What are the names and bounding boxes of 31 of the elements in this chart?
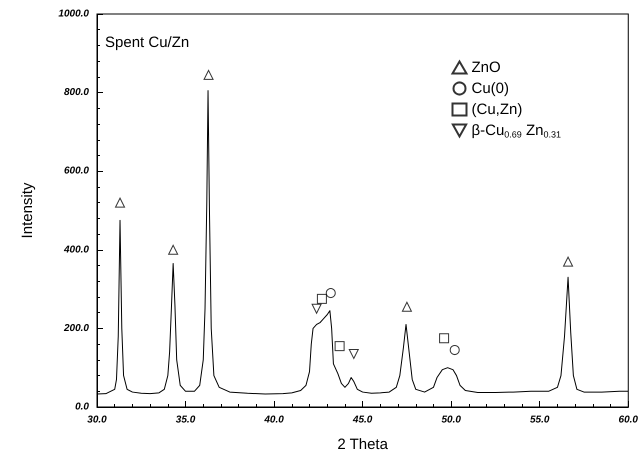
point xyxy=(115,198,126,208)
text: Spent Cu/Zn xyxy=(105,34,190,51)
point xyxy=(204,70,214,80)
x-axis-title: 2 Theta xyxy=(337,436,389,453)
x-tick-label: 50.0 xyxy=(441,414,462,426)
y-tick-label: 600.0 xyxy=(64,166,90,177)
point xyxy=(334,341,345,352)
y-tick-label: 400.0 xyxy=(62,244,90,256)
y-tick-label: 800.0 xyxy=(64,87,90,98)
y-tick-label: 1000.0 xyxy=(58,8,90,20)
point xyxy=(348,348,359,359)
x-tick-label: 55.0 xyxy=(530,414,550,426)
legend-label: Cu(0) xyxy=(471,80,510,97)
point xyxy=(402,302,412,312)
x-tick-label: 30.0 xyxy=(87,414,108,426)
x-tick-label: 60.0 xyxy=(618,414,638,426)
y-axis-title: Intensity xyxy=(19,182,36,238)
x-tick-label: 40.0 xyxy=(263,414,284,426)
point xyxy=(439,333,450,344)
legend-label: (Cu,Zn) xyxy=(471,101,522,118)
y-tick-label: 200.0 xyxy=(62,322,90,334)
x-tick-label: 45.0 xyxy=(352,414,373,426)
point xyxy=(316,294,327,304)
legend-label: ZnO xyxy=(471,59,501,76)
x-tick-label: 35.0 xyxy=(176,414,196,426)
point xyxy=(450,345,460,356)
point xyxy=(326,288,336,298)
point xyxy=(168,244,178,255)
point xyxy=(312,304,322,314)
point xyxy=(563,256,574,267)
y-tick-label: 0.0 xyxy=(75,402,90,412)
